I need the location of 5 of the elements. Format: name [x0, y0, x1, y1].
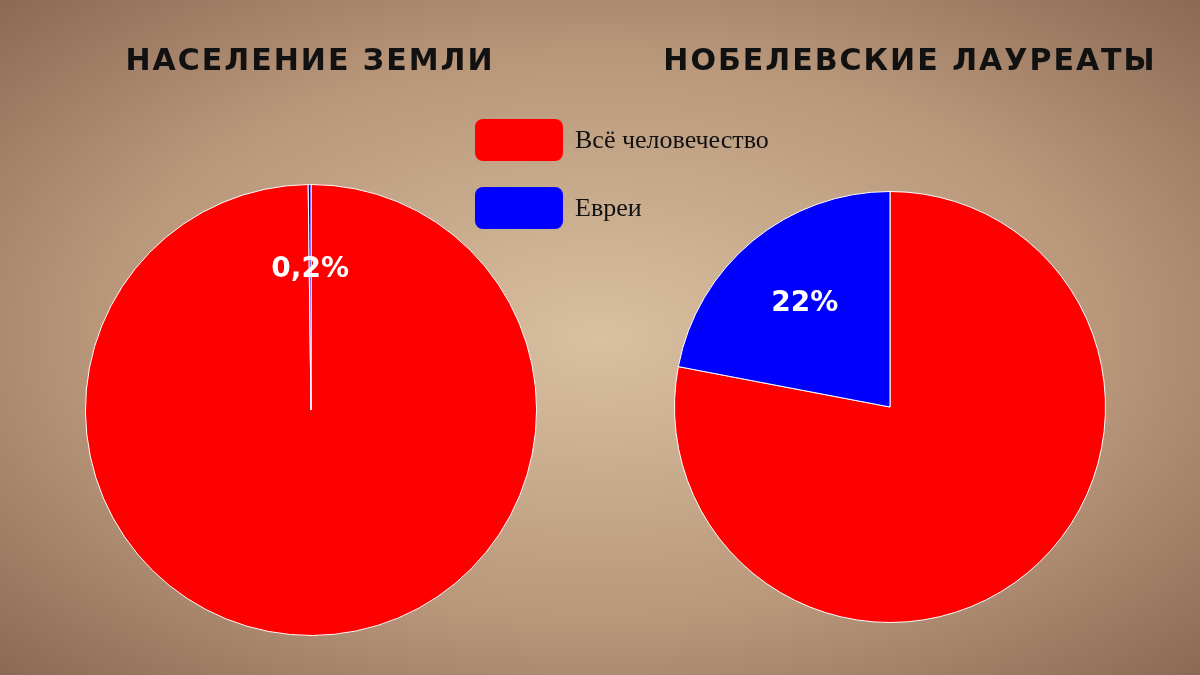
chart-title: НАСЕЛЕНИЕ ЗЕМЛИ — [124, 42, 496, 77]
slice-label: Всё человечество — [575, 125, 769, 155]
chart-title: НОБЕЛЕВСКИЕ ЛАУРЕАТЫ — [662, 42, 1158, 77]
legend-label: Евреи — [575, 193, 642, 223]
data-label: 22% — [771, 285, 839, 319]
